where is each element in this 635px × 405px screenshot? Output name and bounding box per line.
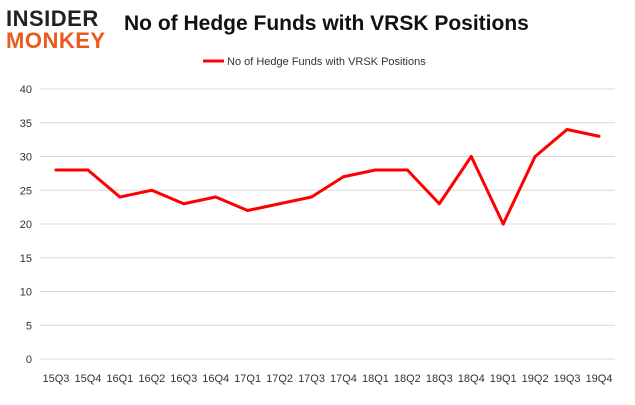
data-point [373, 168, 377, 172]
y-axis-ticks: 0 5 10 15 20 25 30 35 40 [20, 84, 32, 366]
x-tick-label: 19Q1 [490, 373, 517, 385]
x-tick-label: 19Q2 [522, 373, 549, 385]
y-tick-label: 0 [26, 354, 32, 366]
data-point [310, 195, 314, 199]
x-tick-label: 18Q3 [426, 373, 453, 385]
x-tick-label: 17Q4 [330, 373, 357, 385]
chart-title: No of Hedge Funds with VRSK Positions [124, 12, 529, 35]
data-point [501, 222, 505, 226]
data-point [54, 168, 58, 172]
series-line [55, 128, 600, 226]
x-tick-label: 18Q4 [458, 373, 485, 385]
data-point [214, 195, 218, 199]
y-tick-label: 25 [20, 185, 32, 197]
x-tick-label: 15Q4 [74, 373, 101, 385]
y-tick-label: 15 [20, 253, 32, 265]
data-point [437, 202, 441, 206]
y-tick-label: 35 [20, 118, 32, 130]
grid-lines [40, 88, 615, 360]
x-tick-label: 16Q4 [202, 373, 229, 385]
x-tick-label: 16Q2 [138, 373, 165, 385]
data-point [246, 209, 250, 212]
series-group [54, 128, 601, 226]
x-axis-ticks: 15Q3 15Q4 16Q1 16Q2 16Q3 16Q4 17Q1 17Q2 17Q3 17Q4… [43, 373, 613, 385]
x-tick-label: 16Q1 [106, 373, 133, 385]
data-point [469, 155, 473, 158]
data-point [341, 175, 345, 179]
x-tick-label: 16Q3 [170, 373, 197, 385]
x-tick-label: 18Q1 [362, 373, 389, 385]
y-tick-label: 5 [26, 320, 32, 332]
data-point [150, 188, 154, 192]
y-tick-label: 40 [20, 84, 32, 96]
x-tick-label: 17Q1 [234, 373, 261, 385]
insider-monkey-logo: INSIDER MONKEY [6, 6, 118, 53]
legend-label: No of Hedge Funds with VRSK Positions [227, 56, 426, 68]
data-point [118, 195, 122, 199]
x-tick-label: 17Q2 [266, 373, 293, 385]
data-point [405, 168, 409, 172]
x-tick-label: 18Q2 [394, 373, 421, 385]
data-point [565, 128, 569, 131]
data-point [278, 202, 282, 206]
data-point [86, 168, 90, 172]
legend: No of Hedge Funds with VRSK Positions [203, 56, 426, 68]
x-tick-label: 15Q3 [43, 373, 70, 385]
data-point [182, 202, 186, 206]
y-tick-label: 10 [20, 287, 32, 299]
x-tick-label: 17Q3 [298, 373, 325, 385]
data-point [533, 155, 537, 158]
x-tick-label: 19Q4 [586, 373, 613, 385]
data-point [597, 134, 601, 138]
logo-line-1: INSIDER [6, 6, 99, 31]
y-tick-label: 30 [20, 152, 32, 164]
x-tick-label: 19Q3 [554, 373, 581, 385]
logo-line-2: MONKEY [6, 28, 106, 53]
y-tick-label: 20 [20, 219, 32, 231]
